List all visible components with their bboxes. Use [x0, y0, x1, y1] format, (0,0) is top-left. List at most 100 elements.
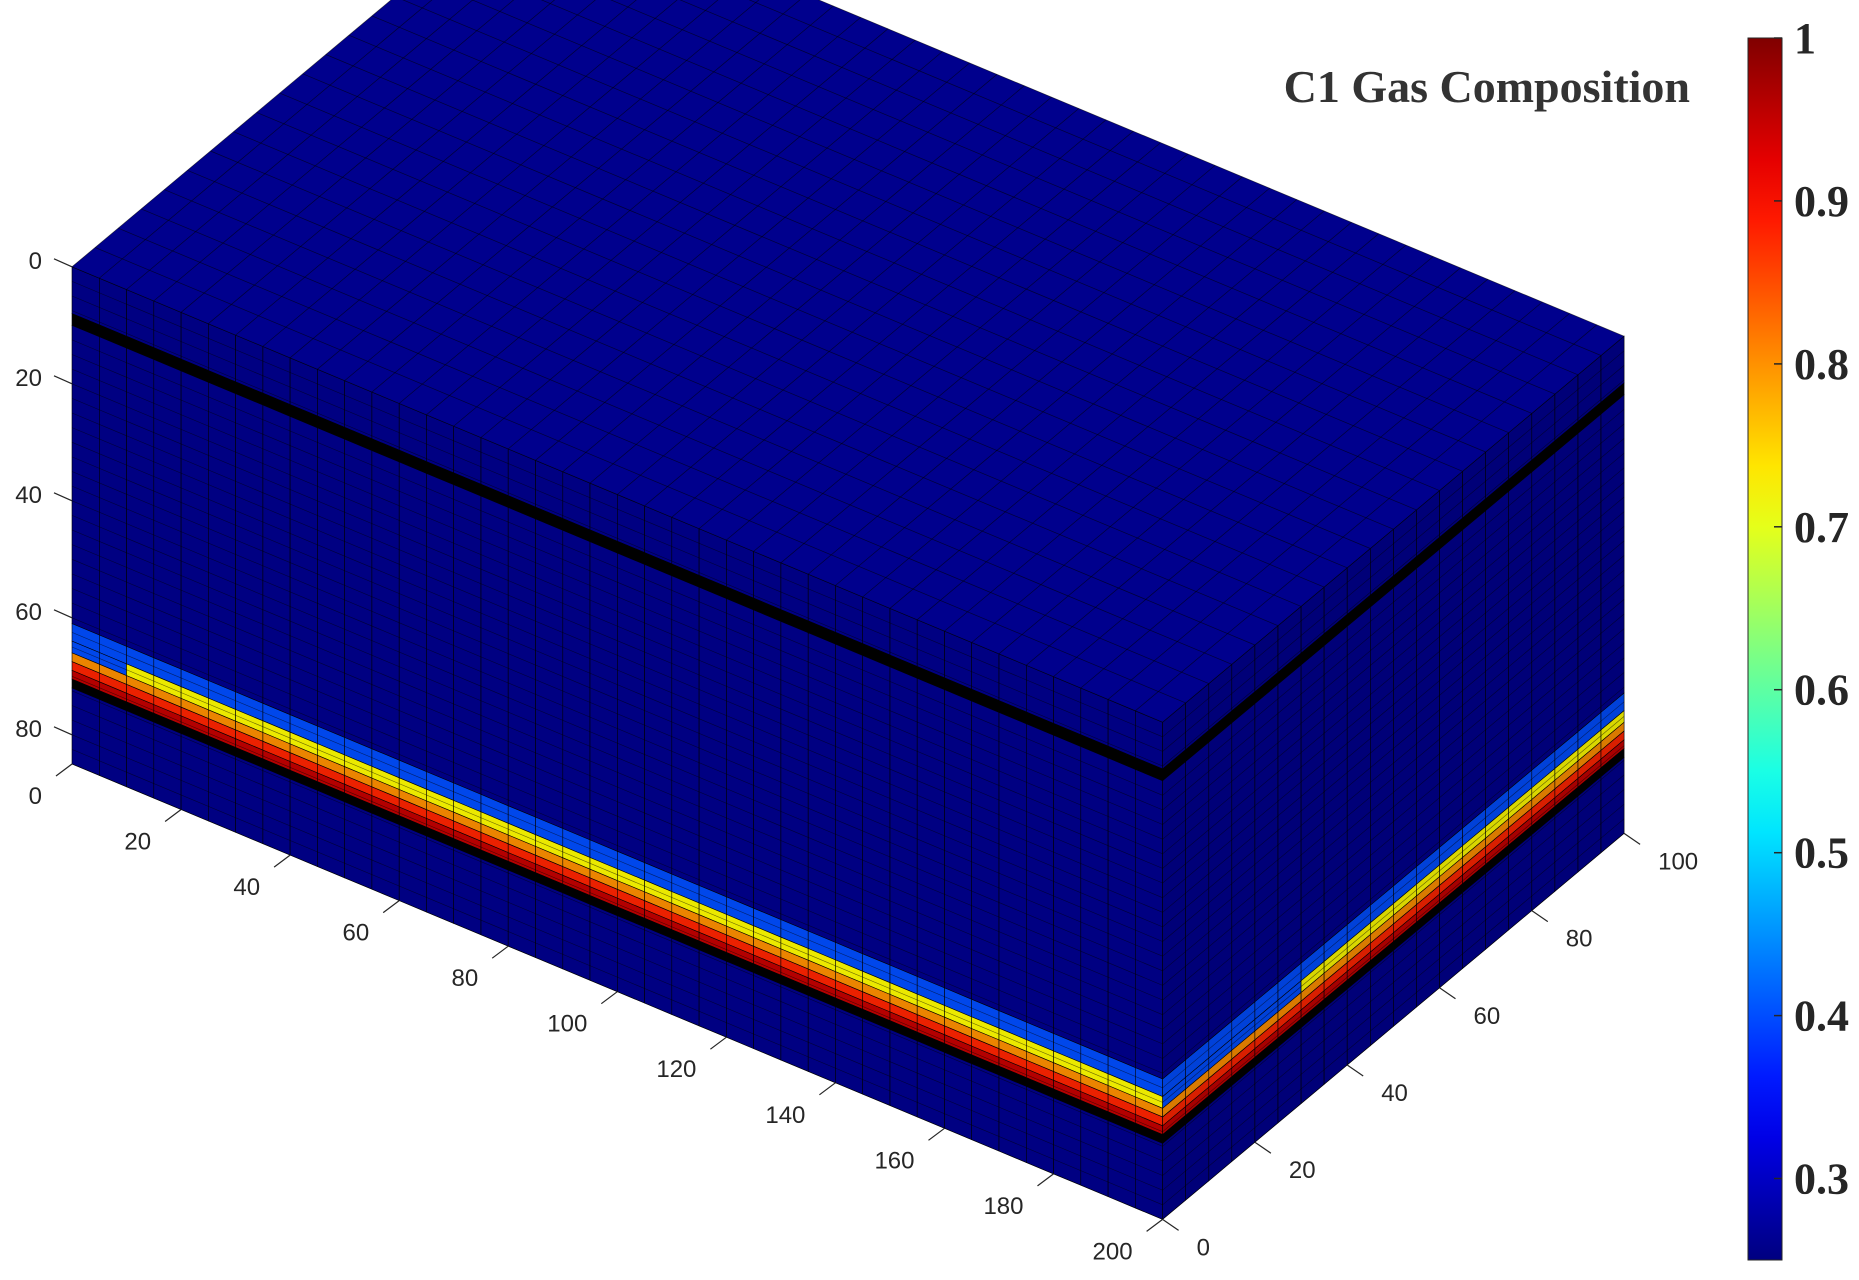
- front-cell: [99, 698, 127, 788]
- front-grid-line: [71, 339, 1163, 796]
- side-grid-line: [1162, 496, 1625, 884]
- front-cell: [371, 450, 400, 761]
- side-face: [1162, 335, 1625, 1221]
- front-grid-line: [71, 368, 1163, 825]
- side-grid-line: [1162, 540, 1625, 928]
- front-grid-line: [71, 398, 1163, 855]
- front-cell: [1080, 746, 1109, 1057]
- side-grid-line: [1162, 672, 1625, 1059]
- side-grid-line: [1162, 467, 1625, 855]
- front-grid-line: [71, 573, 1163, 1030]
- front-grid-line: [71, 529, 1163, 986]
- front-grid-line: [71, 325, 1163, 781]
- y-tick-label: 80: [1566, 926, 1593, 953]
- top-grid-line: [256, 112, 1348, 569]
- front-grid-line: [71, 456, 1163, 913]
- front-cell: [807, 632, 836, 943]
- side-grid-line: [1162, 555, 1625, 942]
- top-grid-line: [279, 92, 1371, 549]
- front-cell: [180, 733, 209, 822]
- front-cell: [944, 1051, 973, 1141]
- front-cell: [589, 903, 618, 993]
- front-cell: [153, 721, 182, 810]
- side-cell: [1600, 394, 1625, 713]
- front-cell: [1080, 1108, 1109, 1198]
- z-tick-label: 20: [15, 365, 42, 392]
- z-tick-label: 80: [15, 716, 42, 743]
- front-grid-line: [71, 281, 1163, 738]
- front-cell: [616, 552, 645, 864]
- front-cell: [916, 677, 945, 989]
- side-cell: [1462, 509, 1486, 829]
- y-tick: [1531, 910, 1549, 923]
- side-grid-line: [1162, 379, 1625, 767]
- front-cell: [562, 892, 591, 981]
- side-grid-line: [1162, 350, 1625, 738]
- top-grid-line: [818, 0, 1625, 337]
- front-cell: [998, 711, 1027, 1023]
- front-cell: [235, 755, 264, 845]
- front-grid-line: [71, 690, 1163, 1147]
- side-cell: [1254, 683, 1279, 1003]
- x-tick-label: 80: [451, 965, 478, 992]
- z-tick: [53, 258, 73, 268]
- front-cell: [235, 393, 264, 704]
- front-grid-line: [71, 646, 1163, 1103]
- front-cell: [344, 801, 373, 890]
- front-cell: [753, 972, 782, 1061]
- x-tick: [164, 809, 182, 822]
- z-tick-label: 40: [15, 482, 42, 509]
- x-tick-label: 60: [342, 920, 369, 947]
- front-grid-line: [71, 310, 1163, 767]
- front-cell: [507, 506, 536, 818]
- side-cell: [1370, 587, 1394, 906]
- front-cell: [71, 324, 100, 636]
- top-grid-line: [610, 0, 1556, 395]
- top-grid-line: [679, 0, 1579, 376]
- front-cell: [726, 960, 754, 1050]
- top-grid-line: [210, 150, 1302, 607]
- top-grid-line: [71, 266, 1163, 723]
- side-cell: [1231, 702, 1256, 1022]
- y-tick-label: 60: [1474, 1003, 1501, 1030]
- front-cell: [916, 1040, 945, 1129]
- top-grid-line: [348, 34, 1440, 491]
- side-grid-line: [1162, 760, 1625, 1147]
- front-cell: [208, 381, 236, 693]
- x-tick-label: 160: [874, 1147, 914, 1174]
- side-grid-line: [1162, 599, 1625, 986]
- front-grid-line: [71, 734, 1163, 1191]
- top-grid-line: [302, 73, 1394, 530]
- front-grid-line: [71, 383, 1163, 840]
- top-grid-line: [141, 208, 1232, 665]
- front-cell: [317, 789, 346, 879]
- side-grid-line: [1162, 745, 1625, 1132]
- top-grid-line: [164, 189, 1256, 646]
- front-cell: [1053, 734, 1082, 1046]
- front-grid-line: [71, 295, 1163, 752]
- front-grid-line: [71, 749, 1163, 1206]
- x-tick-label: 100: [547, 1011, 587, 1038]
- front-cell: [1026, 723, 1054, 1034]
- x-tick: [382, 900, 400, 914]
- front-cell: [835, 643, 864, 955]
- x-tick: [1037, 1173, 1054, 1187]
- front-grid-line: [71, 661, 1163, 1118]
- front-cell: [208, 744, 236, 833]
- y-tick-label: 100: [1658, 848, 1698, 875]
- front-cell: [616, 915, 645, 1004]
- y-tick-label: 40: [1381, 1080, 1408, 1107]
- front-cell: [126, 710, 155, 799]
- side-cell: [1346, 606, 1371, 926]
- x-tick-label: 0: [29, 783, 42, 810]
- chart-title: C1 Gas Composition: [1284, 61, 1690, 112]
- top-face-fill: [72, 0, 1625, 723]
- front-cell: [807, 994, 836, 1084]
- x-tick: [273, 854, 291, 868]
- reservoir-block: [71, 0, 1625, 1221]
- top-grid-line: [325, 54, 1417, 511]
- front-cell: [644, 926, 673, 1015]
- front-cell: [1107, 757, 1136, 1069]
- front-cell: [480, 858, 509, 947]
- x-tick: [1146, 1218, 1163, 1232]
